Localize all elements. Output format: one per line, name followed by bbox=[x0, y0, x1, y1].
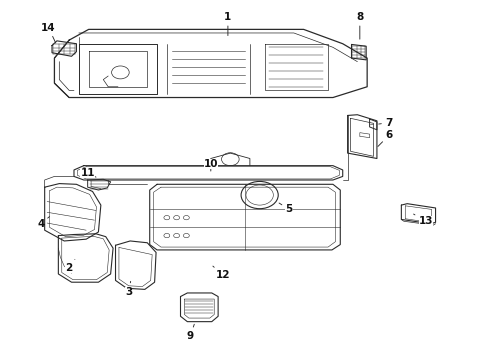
Text: 1: 1 bbox=[224, 12, 231, 36]
Text: 13: 13 bbox=[414, 214, 433, 226]
Text: 12: 12 bbox=[213, 266, 230, 280]
Text: 10: 10 bbox=[203, 159, 218, 171]
Text: 11: 11 bbox=[80, 168, 96, 178]
Text: 2: 2 bbox=[66, 260, 75, 273]
Text: 4: 4 bbox=[37, 217, 49, 229]
Text: 5: 5 bbox=[279, 203, 293, 215]
Text: 8: 8 bbox=[356, 12, 364, 39]
Text: 3: 3 bbox=[125, 282, 132, 297]
Text: 14: 14 bbox=[41, 23, 56, 43]
Text: 7: 7 bbox=[379, 118, 393, 128]
Text: 9: 9 bbox=[187, 324, 194, 341]
Text: 6: 6 bbox=[378, 130, 393, 147]
